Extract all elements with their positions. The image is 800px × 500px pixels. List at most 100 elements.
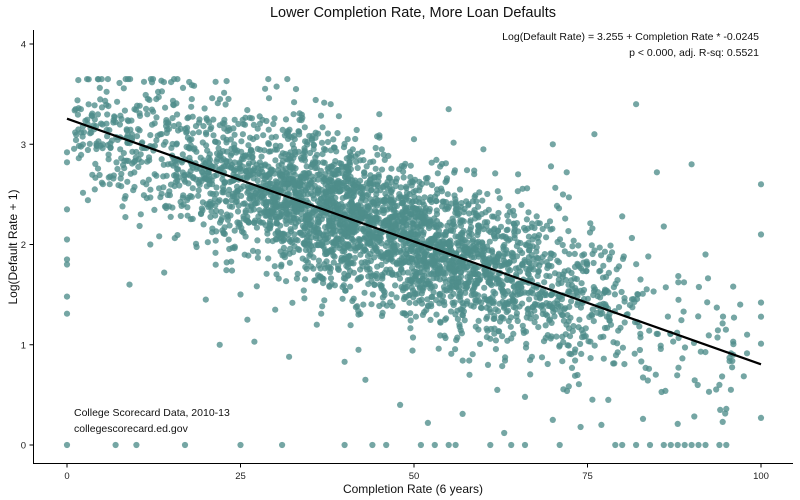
data-point	[334, 130, 341, 137]
data-point	[118, 170, 125, 177]
data-point	[454, 211, 461, 219]
data-point	[445, 441, 452, 449]
data-point	[543, 222, 551, 229]
data-point	[694, 381, 701, 389]
data-point	[365, 273, 372, 280]
source-url: collegescorecard.ed.gov	[74, 423, 189, 435]
data-point	[605, 396, 612, 403]
data-point	[570, 237, 577, 244]
data-point	[679, 355, 686, 362]
data-point	[217, 208, 225, 216]
data-point	[470, 291, 477, 298]
data-point	[533, 213, 540, 220]
data-point	[347, 152, 355, 159]
data-point	[251, 338, 258, 345]
data-point	[449, 282, 456, 289]
data-point	[221, 116, 228, 123]
data-point	[496, 300, 503, 307]
data-point	[302, 247, 310, 254]
data-point	[658, 388, 665, 396]
data-point	[437, 163, 444, 170]
data-point	[241, 251, 248, 258]
data-point	[588, 242, 595, 249]
data-point	[272, 202, 279, 209]
data-point	[460, 218, 467, 225]
data-point	[330, 227, 337, 234]
data-point	[513, 220, 521, 227]
data-point	[184, 171, 192, 178]
data-point	[313, 321, 320, 328]
data-point	[434, 190, 441, 197]
data-point	[347, 322, 354, 329]
data-point	[404, 208, 411, 215]
data-point	[433, 224, 440, 231]
data-point	[316, 218, 323, 225]
data-point	[702, 251, 709, 258]
data-point	[492, 337, 499, 344]
data-point	[704, 275, 712, 282]
data-point	[757, 181, 765, 188]
data-point	[228, 267, 236, 274]
regression-stats-label: p < 0.000, adj. R-sq: 0.5521	[629, 47, 759, 59]
data-point	[144, 111, 151, 118]
data-point	[631, 350, 638, 357]
data-point	[504, 337, 511, 344]
data-point	[133, 133, 141, 140]
data-point	[214, 150, 221, 157]
data-point	[566, 251, 573, 258]
data-point	[246, 171, 253, 178]
data-point	[503, 227, 510, 234]
data-point	[201, 105, 208, 112]
data-point	[421, 272, 428, 280]
data-point	[487, 325, 495, 333]
data-point	[372, 144, 379, 152]
data-point	[91, 102, 98, 109]
data-point	[210, 116, 217, 123]
data-point	[271, 115, 278, 122]
data-point	[303, 265, 310, 272]
data-point	[371, 200, 378, 207]
data-point	[289, 299, 296, 306]
data-point	[459, 312, 466, 319]
data-point	[398, 255, 405, 262]
data-point	[393, 226, 400, 234]
data-point	[195, 187, 202, 194]
data-point	[574, 301, 581, 308]
data-point	[265, 141, 272, 148]
data-point	[372, 214, 379, 221]
data-point	[643, 286, 650, 293]
data-point	[577, 340, 584, 348]
data-point	[253, 283, 260, 290]
data-point	[650, 288, 657, 295]
data-point	[489, 298, 496, 306]
data-point	[85, 101, 92, 108]
data-point	[227, 212, 234, 219]
data-point	[93, 142, 100, 149]
data-point	[475, 326, 482, 333]
data-point	[320, 145, 328, 152]
data-point	[212, 261, 219, 268]
data-point	[255, 165, 262, 172]
data-point	[170, 122, 178, 130]
data-point	[488, 247, 495, 254]
data-point	[259, 219, 266, 226]
data-point	[269, 238, 276, 245]
data-point	[312, 277, 319, 284]
data-point	[504, 276, 511, 283]
data-point	[535, 324, 542, 331]
y-tick-label: 4	[21, 40, 26, 51]
data-point	[205, 154, 212, 161]
x-tick-label: 25	[235, 471, 246, 482]
data-point	[564, 342, 571, 349]
data-point	[447, 308, 455, 315]
data-point	[597, 267, 604, 274]
data-point	[317, 195, 324, 202]
data-point	[562, 331, 569, 338]
data-point	[346, 267, 354, 275]
data-point	[225, 236, 232, 243]
data-point	[212, 78, 219, 85]
data-point	[174, 111, 181, 118]
data-point	[244, 316, 251, 323]
data-point	[301, 276, 309, 283]
data-point	[552, 184, 559, 191]
